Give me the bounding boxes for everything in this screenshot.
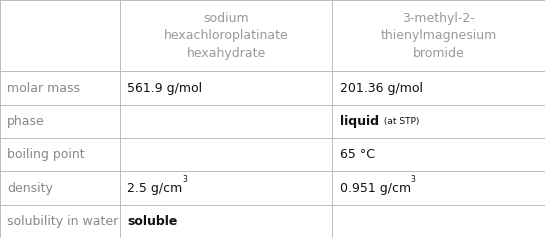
Text: 561.9 g/mol: 561.9 g/mol (127, 82, 202, 94)
Text: sodium
hexachloroplatinate
hexahydrate: sodium hexachloroplatinate hexahydrate (164, 12, 288, 60)
Text: soluble: soluble (127, 215, 177, 228)
Text: 2.5 g/cm: 2.5 g/cm (127, 182, 182, 194)
Text: 0.951 g/cm: 0.951 g/cm (340, 182, 411, 194)
Text: 3-methyl-2-
thienylmagnesium
bromide: 3-methyl-2- thienylmagnesium bromide (380, 12, 497, 60)
Text: density: density (7, 182, 53, 194)
Text: molar mass: molar mass (7, 82, 80, 94)
Text: (at STP): (at STP) (382, 117, 420, 126)
Text: 201.36 g/mol: 201.36 g/mol (340, 82, 422, 94)
Text: 65 °C: 65 °C (340, 148, 374, 161)
Text: phase: phase (7, 115, 45, 128)
Text: 3: 3 (182, 175, 187, 184)
Text: solubility in water: solubility in water (7, 215, 118, 228)
Text: boiling point: boiling point (7, 148, 84, 161)
Text: liquid: liquid (340, 115, 379, 128)
Text: 3: 3 (411, 175, 415, 184)
